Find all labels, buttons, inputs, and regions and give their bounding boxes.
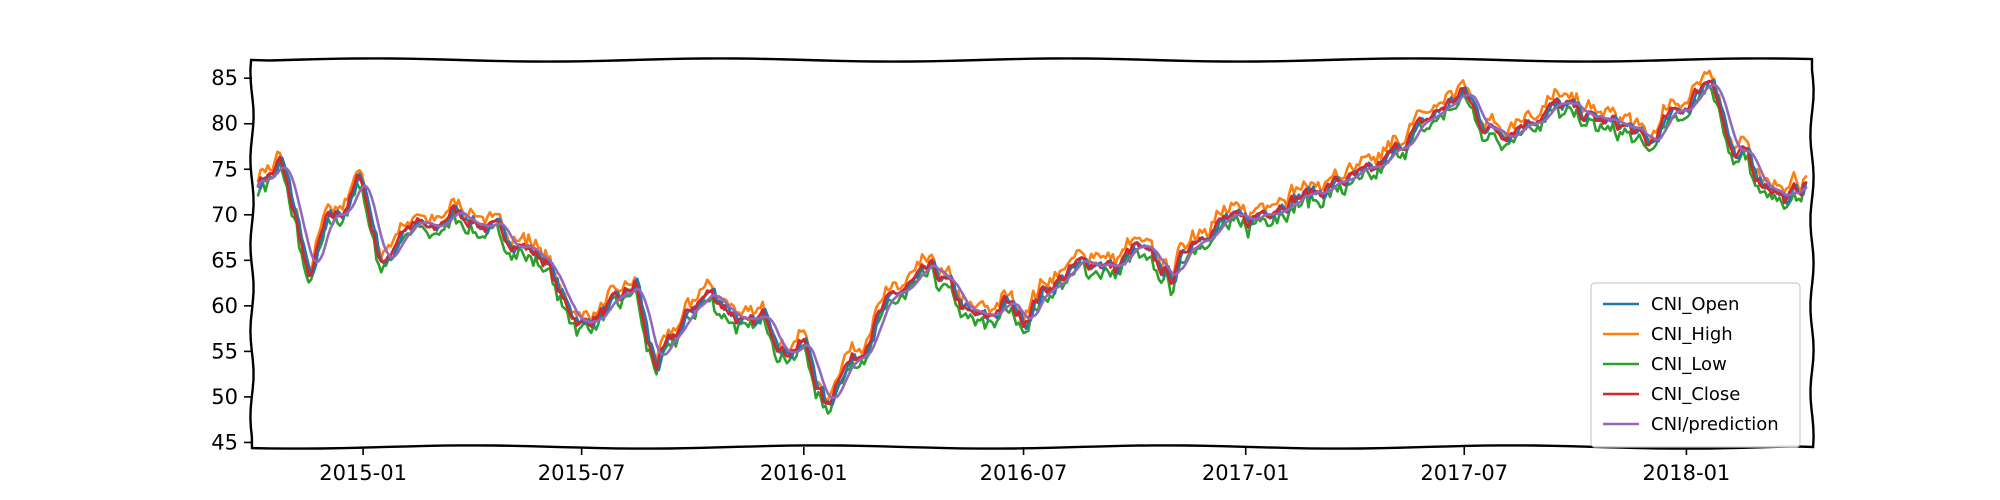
x-tick-label: 2017-07 (1420, 461, 1508, 485)
y-tick-label: 75 (211, 157, 238, 181)
x-tick-label: 2015-01 (319, 461, 407, 485)
legend: CNI_Open CNI_High CNI_Low CNI_Close CNI/pred… (1590, 282, 1801, 448)
series-line-cni-high (256, 69, 1808, 402)
plot-frame (249, 57, 1815, 450)
y-tick-label: 70 (211, 203, 238, 227)
x-tick-label: 2016-01 (760, 461, 848, 485)
y-axis: 45 50 55 60 65 70 75 80 85 (211, 66, 252, 454)
x-tick-label: 2015-07 (538, 461, 626, 485)
series-line-cni-close (256, 79, 1808, 405)
x-tick-label: 2017-01 (1202, 461, 1290, 485)
legend-label: CNI_Low (1651, 354, 1727, 375)
series-line-cni-prediction (256, 83, 1808, 400)
x-tick-label: 2018-01 (1643, 461, 1731, 485)
series-line-cni-open (256, 79, 1808, 406)
y-tick-label: 60 (211, 294, 238, 318)
legend-box (1590, 282, 1801, 448)
legend-label: CNI_High (1651, 324, 1733, 345)
y-tick-label: 80 (211, 112, 238, 136)
x-tick-label: 2016-07 (980, 461, 1068, 485)
y-tick-label: 65 (211, 248, 238, 272)
series-layer (256, 69, 1808, 415)
legend-label: CNI/prediction (1651, 414, 1779, 435)
legend-label: CNI_Close (1651, 384, 1740, 405)
y-tick-label: 85 (211, 66, 238, 90)
legend-label: CNI_Open (1651, 294, 1739, 315)
x-axis: 2015-01 2015-07 2016-01 2016-07 2017-01 2017-… (319, 447, 1730, 485)
series-line-cni-low (256, 84, 1808, 415)
y-tick-label: 50 (211, 385, 238, 409)
y-tick-label: 45 (211, 430, 238, 454)
y-tick-label: 55 (211, 339, 238, 363)
